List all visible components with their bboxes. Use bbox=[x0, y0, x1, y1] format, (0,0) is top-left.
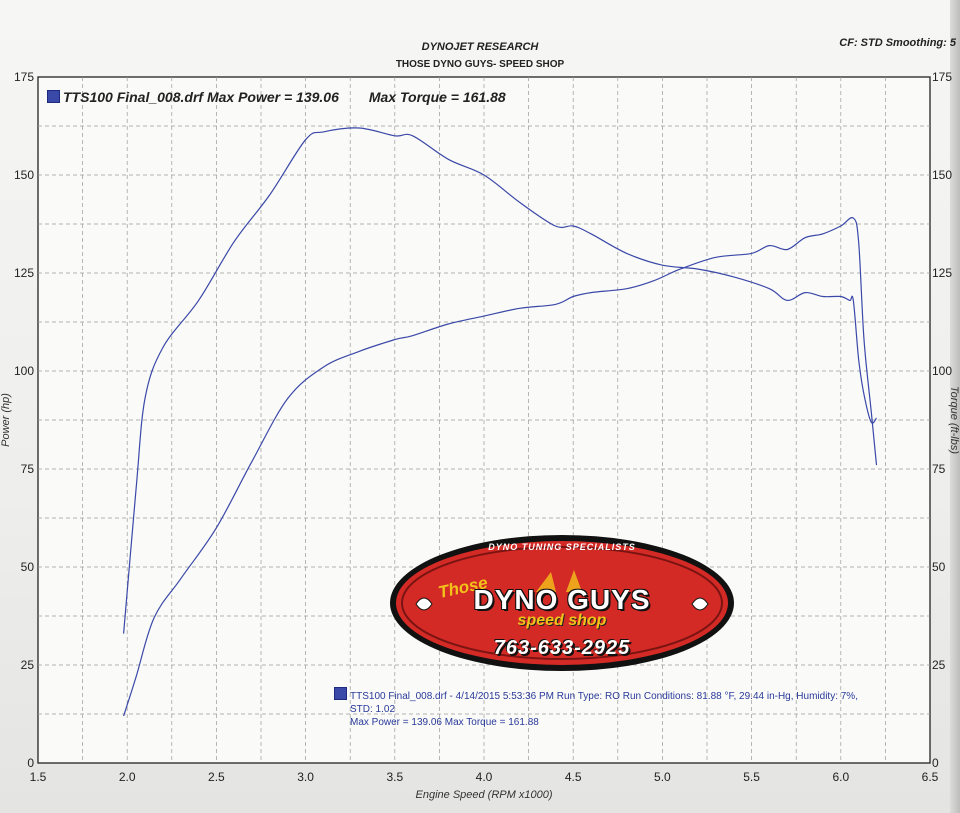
run-details: TTS100 Final_008.drf - 4/14/2015 5:53:36… bbox=[350, 691, 858, 702]
y-tick-label: 50 bbox=[21, 560, 35, 574]
bottom-legend: TTS100 Final_008.drf - 4/14/2015 5:53:36… bbox=[334, 687, 858, 729]
y-tick-label: 150 bbox=[14, 168, 34, 182]
x-tick-label: 5.0 bbox=[654, 770, 671, 784]
series-line-torque bbox=[123, 127, 877, 634]
run-std: STD: 1.02 bbox=[350, 704, 396, 715]
y2-tick-label: 75 bbox=[932, 462, 946, 476]
run-max-torque: Max Torque = 161.88 bbox=[368, 89, 506, 105]
logo-phone: 763-633-2925 bbox=[493, 637, 631, 659]
y-tick-label: 75 bbox=[21, 462, 35, 476]
y2-tick-label: 100 bbox=[932, 364, 952, 378]
y2-tick-label: 0 bbox=[932, 756, 939, 770]
x-tick-label: 2.5 bbox=[208, 770, 225, 784]
logo-tagline: DYNO TUNING SPECIALISTS bbox=[488, 542, 636, 552]
sheet-edge bbox=[950, 0, 960, 813]
logo-speed-shop: speed shop bbox=[517, 612, 607, 629]
run-max-power: TTS100 Final_008.drf Max Power = 139.06 bbox=[63, 89, 339, 105]
top-legend: TTS100 Final_008.drf Max Power = 139.06 M… bbox=[47, 89, 506, 105]
shop-logo: DYNO TUNING SPECIALISTS Those DYNO GUYS … bbox=[386, 532, 738, 674]
run-swatch-small bbox=[334, 687, 347, 700]
y2-tick-label: 175 bbox=[932, 70, 952, 84]
grid bbox=[38, 77, 930, 763]
x-tick-labels: 1.5 2.0 2.5 3.0 3.5 4.0 4.5 5.0 5.5 6.0 6.5 bbox=[30, 770, 939, 784]
x-tick-label: 3.5 bbox=[386, 770, 403, 784]
y2-tick-label: 50 bbox=[932, 560, 946, 574]
x-tick-label: 1.5 bbox=[30, 770, 47, 784]
x-tick-label: 6.5 bbox=[922, 770, 939, 784]
y-axis-label: Power (hp) bbox=[0, 393, 12, 447]
y2-tick-label: 125 bbox=[932, 266, 952, 280]
x-tick-label: 5.5 bbox=[743, 770, 760, 784]
correction-settings: CF: STD Smoothing: 5 bbox=[839, 37, 956, 49]
y2-tick-label: 25 bbox=[932, 658, 946, 672]
logo-name: DYNO GUYS bbox=[473, 584, 651, 615]
y-tick-label: 100 bbox=[14, 364, 34, 378]
y-tick-label: 0 bbox=[27, 756, 34, 770]
x-tick-label: 2.0 bbox=[119, 770, 136, 784]
y-tick-label: 125 bbox=[14, 266, 34, 280]
y2-tick-label: 150 bbox=[932, 168, 952, 182]
y2-tick-labels: 0 25 50 75 100 125 150 175 bbox=[932, 70, 952, 770]
x-axis-label: Engine Speed (RPM x1000) bbox=[416, 789, 553, 801]
run-swatch bbox=[47, 90, 60, 103]
y-tick-label: 25 bbox=[21, 658, 35, 672]
y-tick-label: 175 bbox=[14, 70, 34, 84]
y-tick-labels: 0 25 50 75 100 125 150 175 bbox=[14, 70, 34, 770]
x-tick-label: 6.0 bbox=[832, 770, 849, 784]
series-lines bbox=[123, 127, 878, 717]
x-tick-label: 4.5 bbox=[565, 770, 582, 784]
logo-oval bbox=[390, 535, 734, 671]
run-max-values: Max Power = 139.06 Max Torque = 161.88 bbox=[350, 717, 539, 728]
x-tick-label: 3.0 bbox=[297, 770, 314, 784]
company-header: DYNOJET RESEARCH bbox=[421, 41, 539, 53]
series-line-power bbox=[123, 216, 878, 717]
y2-axis-label: Torque (ft-lbs) bbox=[948, 386, 960, 454]
x-tick-label: 4.0 bbox=[476, 770, 493, 784]
shop-header: THOSE DYNO GUYS- SPEED SHOP bbox=[395, 59, 565, 70]
